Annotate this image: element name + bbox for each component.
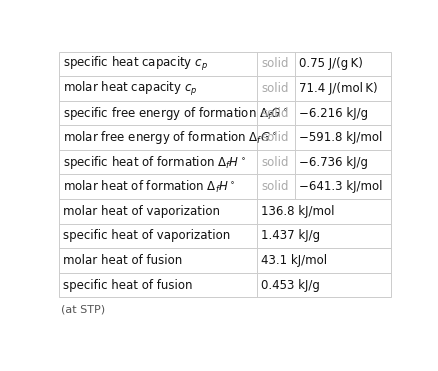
Text: 136.8 kJ/mol: 136.8 kJ/mol	[260, 205, 333, 218]
Text: molar heat capacity $c_p$: molar heat capacity $c_p$	[63, 79, 197, 98]
Text: molar heat of vaporization: molar heat of vaporization	[63, 205, 219, 218]
Bar	[59, 52, 390, 297]
Text: −6.736 kJ/g: −6.736 kJ/g	[298, 156, 367, 169]
Text: solid: solid	[261, 106, 289, 119]
Text: 0.75 J/(g K): 0.75 J/(g K)	[298, 58, 362, 70]
Text: molar heat of formation $\Delta_f H^\circ$: molar heat of formation $\Delta_f H^\cir…	[63, 179, 235, 195]
Text: specific heat of vaporization: specific heat of vaporization	[63, 229, 230, 242]
Text: specific heat of formation $\Delta_f H^\circ$: specific heat of formation $\Delta_f H^\…	[63, 154, 245, 171]
Text: solid: solid	[261, 131, 289, 144]
Text: −6.216 kJ/g: −6.216 kJ/g	[298, 106, 367, 119]
Text: −641.3 kJ/mol: −641.3 kJ/mol	[298, 180, 381, 193]
Text: solid: solid	[261, 58, 289, 70]
Text: solid: solid	[261, 156, 289, 169]
Text: specific heat capacity $c_p$: specific heat capacity $c_p$	[63, 55, 208, 73]
Text: molar heat of fusion: molar heat of fusion	[63, 254, 182, 267]
Text: 43.1 kJ/mol: 43.1 kJ/mol	[260, 254, 326, 267]
Text: 71.4 J/(mol K): 71.4 J/(mol K)	[298, 82, 377, 95]
Text: 1.437 kJ/g: 1.437 kJ/g	[260, 229, 319, 242]
Text: specific free energy of formation $\Delta_f G^\circ$: specific free energy of formation $\Delt…	[63, 105, 287, 122]
Text: 0.453 kJ/g: 0.453 kJ/g	[260, 279, 319, 292]
Text: specific heat of fusion: specific heat of fusion	[63, 279, 192, 292]
Text: molar free energy of formation $\Delta_f G^\circ$: molar free energy of formation $\Delta_f…	[63, 129, 277, 146]
Text: solid: solid	[261, 82, 289, 95]
Text: (at STP): (at STP)	[60, 305, 105, 315]
Text: −591.8 kJ/mol: −591.8 kJ/mol	[298, 131, 381, 144]
Text: solid: solid	[261, 180, 289, 193]
